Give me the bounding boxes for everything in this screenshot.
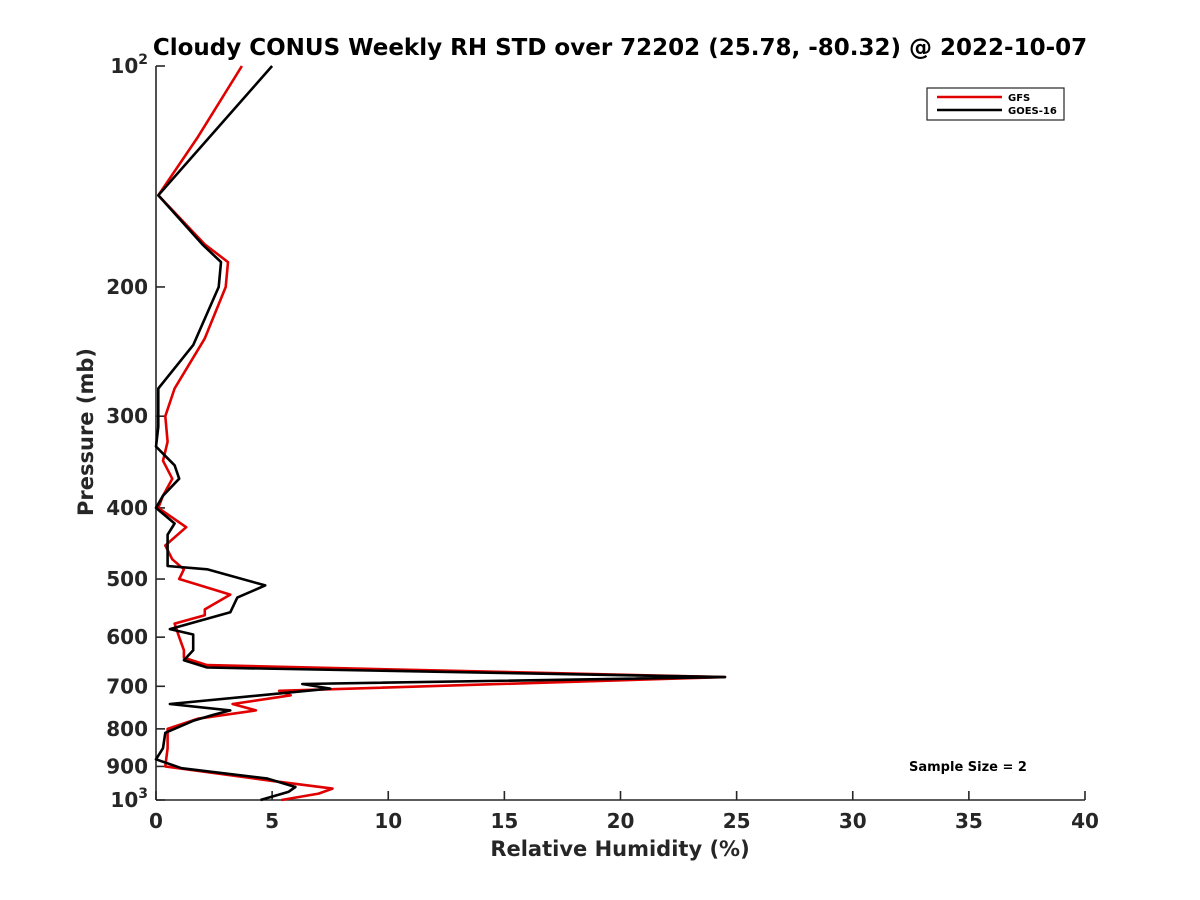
tick-labels: 0 5 10 15 20 25 30 35 40 102 200 300 400 500 600 700 800…	[106, 52, 1099, 833]
y-tick-label: 500	[106, 567, 148, 591]
y-tick-label: 700	[106, 674, 148, 698]
x-axis-label: Relative Humidity (%)	[490, 837, 749, 861]
sample-size-annotation: Sample Size = 2	[909, 760, 1027, 775]
y-tick-label: 103	[110, 786, 148, 812]
y-tick-label: 200	[106, 275, 148, 299]
y-tick-label: 400	[106, 496, 148, 520]
x-tick-label: 40	[1071, 809, 1099, 833]
x-tick-label: 35	[955, 809, 983, 833]
legend-label-gfs: GFS	[1008, 93, 1030, 104]
y-tick-label: 600	[106, 625, 148, 649]
legend-label-goes-16: GOES-16	[1008, 106, 1057, 117]
x-tick-label: 0	[149, 809, 163, 833]
y-tick-label: 300	[106, 404, 148, 428]
x-tick-label: 25	[723, 809, 751, 833]
y-tick-label: 800	[106, 717, 148, 741]
chart-title: Cloudy CONUS Weekly RH STD over 72202 (2…	[153, 35, 1087, 61]
x-tick-label: 15	[490, 809, 518, 833]
series-line-goes-16	[154, 65, 727, 802]
y-axis-label: Pressure (mb)	[74, 348, 98, 516]
series-line-gfs	[157, 65, 727, 802]
x-tick-label: 20	[607, 809, 635, 833]
x-tick-label: 5	[265, 809, 279, 833]
x-tick-label: 30	[839, 809, 867, 833]
plot-lines	[154, 65, 727, 802]
y-tick-label: 900	[106, 754, 148, 778]
legend: GFS GOES-16	[926, 87, 1065, 121]
axes	[155, 65, 1086, 801]
legend-box	[926, 87, 1065, 121]
y-tick-label: 102	[110, 52, 148, 78]
x-tick-label: 10	[374, 809, 402, 833]
